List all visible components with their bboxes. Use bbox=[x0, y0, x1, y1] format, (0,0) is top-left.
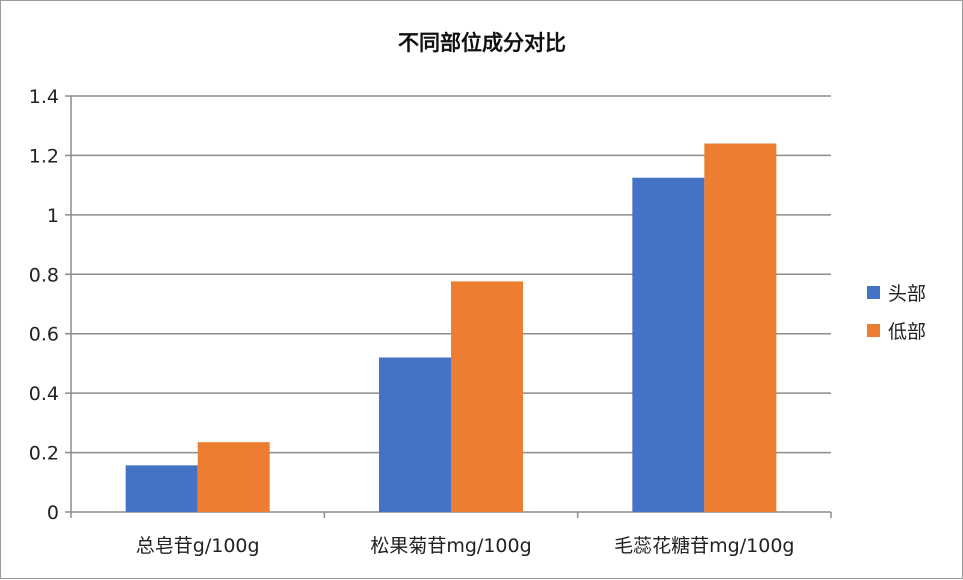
chart-title: 不同部位成分对比 bbox=[398, 31, 566, 55]
bar-bottom-1 bbox=[197, 442, 270, 512]
y-tick-label: 1.4 bbox=[29, 86, 59, 108]
bar-head-2 bbox=[379, 357, 451, 512]
y-tick-label: 1 bbox=[47, 205, 59, 227]
y-tick-label: 1.2 bbox=[29, 145, 59, 167]
y-tick-labels: 0 0.2 0.4 0.6 0.8 1 1.2 1.4 bbox=[29, 86, 59, 524]
category-labels: 总皂苷g/100g 松果菊苷mg/100g 毛蕊花糖苷mg/100g bbox=[136, 535, 795, 557]
bar-head-3 bbox=[632, 177, 705, 512]
category-label: 总皂苷g/100g bbox=[136, 535, 260, 557]
y-tick-label: 0 bbox=[47, 502, 59, 524]
category-label: 松果菊苷mg/100g bbox=[370, 535, 531, 557]
bars bbox=[125, 143, 777, 513]
legend-label: 头部 bbox=[888, 283, 926, 305]
legend-swatch bbox=[867, 324, 880, 337]
y-tick-label: 0.4 bbox=[29, 383, 59, 405]
bar-bottom-3 bbox=[704, 143, 777, 513]
y-tick-label: 0.2 bbox=[29, 443, 59, 465]
bar-bottom-2 bbox=[451, 281, 523, 512]
legend-swatch bbox=[867, 286, 880, 299]
bar-head-1 bbox=[125, 465, 198, 512]
y-tick-label: 0.6 bbox=[29, 324, 59, 346]
legend-label: 低部 bbox=[888, 321, 926, 343]
category-label: 毛蕊花糖苷mg/100g bbox=[614, 535, 794, 557]
y-tick-label: 0.8 bbox=[29, 264, 59, 286]
